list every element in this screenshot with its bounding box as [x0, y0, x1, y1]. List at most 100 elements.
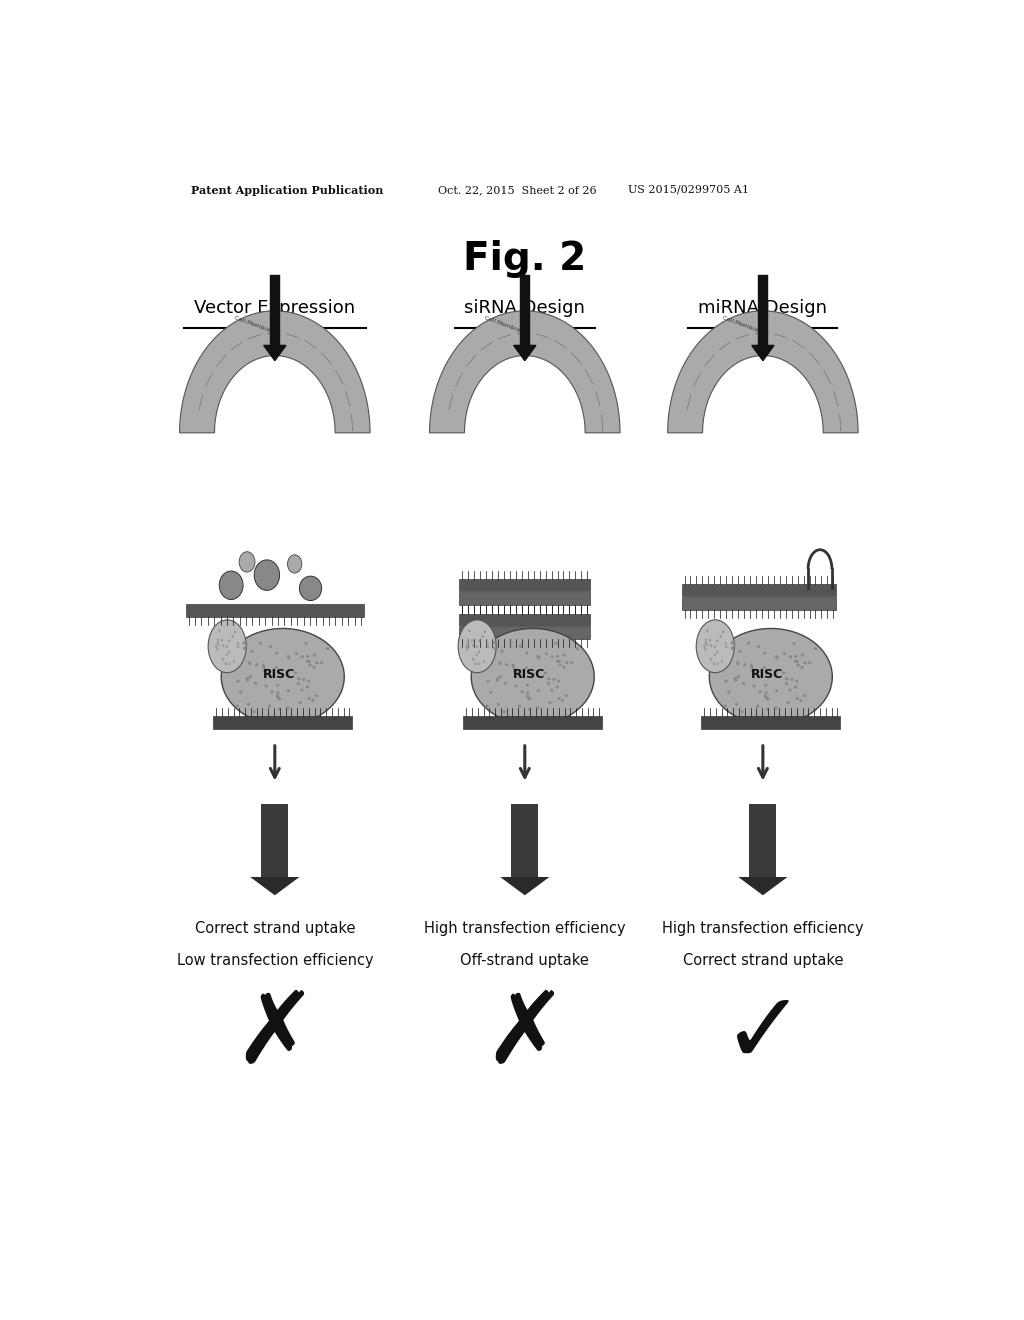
Polygon shape [250, 876, 299, 895]
Ellipse shape [228, 639, 230, 643]
Ellipse shape [321, 661, 324, 664]
Ellipse shape [239, 552, 255, 572]
Ellipse shape [705, 642, 707, 644]
Text: ✗: ✗ [232, 987, 316, 1084]
Ellipse shape [269, 645, 272, 648]
Bar [262, 862, 287, 867]
Polygon shape [500, 876, 550, 895]
Ellipse shape [556, 655, 559, 657]
Ellipse shape [300, 689, 303, 692]
Bar [513, 858, 537, 862]
Ellipse shape [753, 685, 756, 688]
Ellipse shape [764, 692, 768, 694]
Bar [752, 853, 774, 858]
Ellipse shape [794, 685, 797, 689]
Ellipse shape [278, 708, 282, 710]
Ellipse shape [570, 661, 573, 664]
Ellipse shape [495, 643, 498, 645]
Text: Off-strand uptake: Off-strand uptake [461, 953, 589, 969]
Ellipse shape [785, 677, 788, 680]
Ellipse shape [725, 645, 727, 648]
Ellipse shape [706, 643, 708, 645]
Text: Cell Membrane: Cell Membrane [233, 315, 278, 335]
Ellipse shape [547, 682, 550, 685]
Ellipse shape [505, 663, 508, 667]
Ellipse shape [575, 647, 580, 651]
Ellipse shape [478, 639, 480, 643]
Ellipse shape [302, 678, 305, 681]
Ellipse shape [482, 660, 485, 663]
Ellipse shape [504, 681, 507, 685]
Ellipse shape [734, 677, 737, 680]
Ellipse shape [297, 682, 300, 685]
Ellipse shape [287, 655, 290, 659]
Ellipse shape [243, 642, 246, 644]
Ellipse shape [221, 639, 223, 642]
Ellipse shape [475, 653, 478, 656]
Ellipse shape [710, 628, 833, 725]
Ellipse shape [565, 661, 568, 664]
Ellipse shape [763, 667, 766, 669]
Ellipse shape [538, 656, 541, 660]
Ellipse shape [270, 690, 273, 693]
Bar [752, 847, 774, 853]
Ellipse shape [279, 697, 282, 701]
Ellipse shape [232, 660, 236, 663]
Ellipse shape [565, 694, 568, 697]
Ellipse shape [306, 655, 309, 657]
Ellipse shape [278, 671, 281, 673]
Ellipse shape [518, 705, 521, 708]
Polygon shape [511, 804, 539, 876]
Ellipse shape [297, 677, 300, 680]
Ellipse shape [476, 645, 478, 648]
Ellipse shape [527, 671, 530, 673]
Ellipse shape [301, 655, 304, 659]
Ellipse shape [225, 645, 228, 648]
Ellipse shape [528, 708, 531, 710]
Ellipse shape [724, 705, 727, 708]
Ellipse shape [217, 643, 220, 645]
Polygon shape [758, 276, 768, 346]
Ellipse shape [740, 710, 743, 713]
Ellipse shape [236, 705, 239, 708]
Bar [751, 858, 775, 862]
Bar [460, 579, 590, 591]
Text: siRNA Design: siRNA Design [464, 298, 586, 317]
Bar [752, 843, 774, 847]
Ellipse shape [493, 647, 496, 649]
Ellipse shape [774, 706, 777, 709]
Ellipse shape [215, 645, 217, 648]
Bar [513, 853, 537, 858]
Bar [460, 614, 590, 626]
Ellipse shape [263, 669, 266, 673]
Ellipse shape [814, 647, 817, 651]
Ellipse shape [276, 684, 280, 686]
Ellipse shape [312, 653, 316, 656]
Bar [512, 867, 538, 873]
Ellipse shape [248, 661, 251, 664]
Ellipse shape [737, 675, 740, 678]
Ellipse shape [486, 680, 489, 682]
Ellipse shape [733, 643, 736, 645]
Ellipse shape [775, 655, 778, 659]
Ellipse shape [288, 554, 302, 573]
Ellipse shape [793, 642, 796, 645]
Bar [753, 833, 773, 838]
Ellipse shape [705, 639, 708, 642]
Ellipse shape [287, 706, 290, 709]
Ellipse shape [483, 630, 486, 634]
Text: Correct strand uptake: Correct strand uptake [683, 953, 843, 969]
Ellipse shape [525, 694, 529, 698]
Ellipse shape [556, 685, 559, 689]
Text: High transfection efficiency: High transfection efficiency [424, 921, 626, 936]
Ellipse shape [734, 678, 737, 682]
Ellipse shape [751, 669, 754, 673]
Ellipse shape [735, 702, 738, 706]
Ellipse shape [756, 705, 759, 708]
Ellipse shape [803, 694, 806, 697]
Ellipse shape [513, 669, 516, 673]
Ellipse shape [221, 628, 344, 725]
Ellipse shape [696, 620, 734, 673]
Ellipse shape [775, 656, 778, 660]
Text: Patent Application Publication: Patent Application Publication [191, 185, 384, 195]
